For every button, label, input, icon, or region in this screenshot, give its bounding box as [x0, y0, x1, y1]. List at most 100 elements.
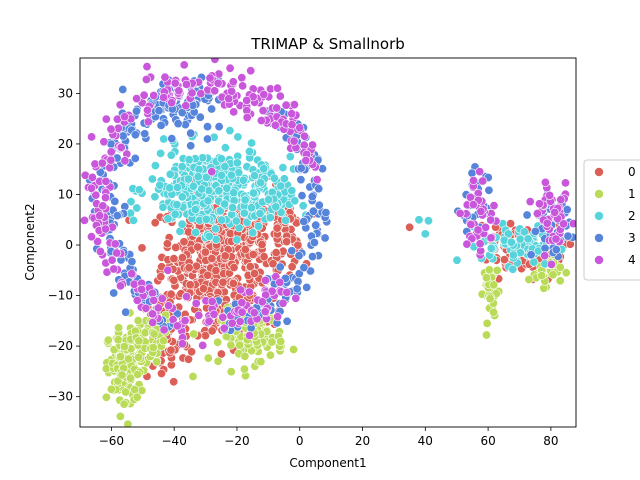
point: [162, 239, 172, 249]
point: [237, 73, 247, 83]
point: [106, 155, 116, 165]
point: [207, 326, 217, 336]
point: [293, 276, 303, 286]
x-tick-label: −40: [162, 434, 187, 448]
point: [178, 253, 188, 263]
point: [109, 288, 119, 298]
point: [187, 347, 197, 357]
point: [240, 245, 250, 255]
point: [210, 86, 220, 96]
point: [207, 104, 217, 114]
y-tick-label: −20: [48, 339, 73, 353]
point: [287, 109, 297, 119]
point: [207, 296, 217, 306]
point: [226, 170, 236, 180]
point: [203, 196, 213, 206]
point: [219, 323, 229, 333]
point: [134, 336, 144, 346]
point: [293, 240, 303, 250]
point: [195, 112, 205, 122]
point: [166, 150, 176, 160]
point: [177, 339, 187, 349]
point: [282, 287, 292, 297]
point: [165, 183, 175, 193]
point: [185, 280, 195, 290]
point: [526, 250, 536, 260]
point: [98, 201, 108, 211]
legend-marker-4: [594, 255, 604, 265]
point: [525, 197, 535, 207]
point: [132, 106, 142, 116]
point: [247, 138, 257, 148]
point: [211, 224, 221, 234]
point: [165, 169, 175, 179]
point: [209, 309, 219, 319]
point: [220, 143, 230, 153]
point: [114, 323, 124, 333]
point: [523, 234, 533, 244]
legend-label-1: 1: [628, 187, 636, 201]
point: [150, 192, 160, 202]
point: [218, 277, 228, 287]
point: [307, 192, 317, 202]
point: [110, 239, 120, 249]
point: [228, 77, 238, 87]
point: [550, 207, 560, 217]
point: [126, 373, 136, 383]
point: [177, 219, 187, 229]
point: [169, 377, 179, 387]
point: [462, 239, 472, 249]
point: [256, 178, 266, 188]
point: [95, 211, 105, 221]
point: [127, 257, 137, 267]
point: [197, 184, 207, 194]
point: [235, 316, 245, 326]
point: [116, 352, 126, 362]
point: [534, 199, 544, 209]
point: [121, 387, 131, 397]
point: [226, 340, 236, 350]
series-4: [80, 58, 576, 350]
point: [475, 239, 485, 249]
point: [486, 243, 496, 253]
point: [115, 411, 125, 421]
point: [199, 284, 209, 294]
point: [259, 252, 269, 262]
point: [224, 94, 234, 104]
point: [281, 215, 291, 225]
point: [226, 367, 236, 377]
point: [169, 275, 179, 285]
point: [563, 231, 573, 241]
x-tick-label: 0: [296, 434, 304, 448]
point: [548, 270, 558, 280]
point: [220, 162, 230, 172]
point: [155, 180, 165, 190]
legend-label-3: 3: [628, 231, 636, 245]
point: [257, 297, 267, 307]
point: [203, 270, 213, 280]
point: [220, 199, 230, 209]
point: [561, 268, 571, 278]
point: [250, 171, 260, 181]
point: [299, 131, 309, 141]
point: [167, 134, 177, 144]
point: [420, 229, 430, 239]
point: [248, 188, 258, 198]
point: [127, 269, 137, 279]
point: [287, 186, 297, 196]
x-axis: −60 −40 −20 0 20 40 60 80: [99, 427, 559, 448]
point: [164, 301, 174, 311]
point: [207, 167, 217, 177]
point: [405, 222, 415, 232]
point: [555, 276, 565, 286]
point: [312, 175, 322, 185]
point: [213, 78, 223, 88]
point: [298, 201, 308, 211]
point: [299, 263, 309, 273]
point: [489, 201, 499, 211]
point: [227, 318, 237, 328]
point: [508, 250, 518, 260]
point: [130, 385, 140, 395]
point: [279, 174, 289, 184]
point: [492, 265, 502, 275]
